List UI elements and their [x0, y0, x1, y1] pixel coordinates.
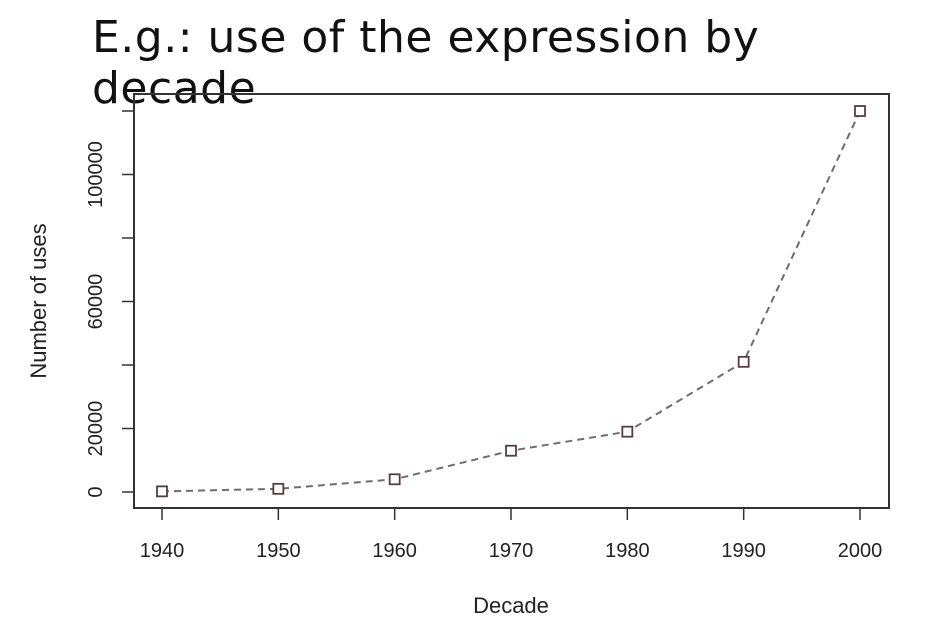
data-point [737, 355, 750, 368]
data-point [156, 485, 168, 498]
x-tick-label: 2000 [838, 540, 883, 562]
data-point [388, 473, 401, 486]
data-point [854, 105, 866, 117]
data-point [505, 444, 517, 457]
data-point [272, 482, 285, 495]
x-axis-title: Decade [473, 593, 549, 618]
y-tick-label: 0 [85, 486, 107, 497]
x-tick-label: 1960 [372, 540, 417, 562]
x-tick-label: 1970 [489, 540, 534, 562]
y-tick-label: 60000 [85, 274, 107, 330]
x-tick-label: 1980 [605, 540, 650, 562]
y-tick-label: 20000 [85, 401, 107, 457]
x-tick-label: 1950 [256, 540, 301, 562]
y-axis: 0 20000 60000 100000 [85, 110, 135, 498]
chart-title: E.g.: use of the expression by decade [92, 12, 760, 114]
x-axis: 1940 1950 1960 1970 1980 1990 2000 [140, 507, 883, 562]
series-group [156, 105, 866, 498]
y-axis-title: Number of uses [26, 223, 51, 378]
series-line [161, 110, 861, 493]
x-tick-label: 1990 [721, 540, 766, 562]
x-tick-label: 1940 [140, 540, 185, 562]
data-point [621, 425, 634, 438]
y-tick-label: 100000 [85, 141, 107, 208]
